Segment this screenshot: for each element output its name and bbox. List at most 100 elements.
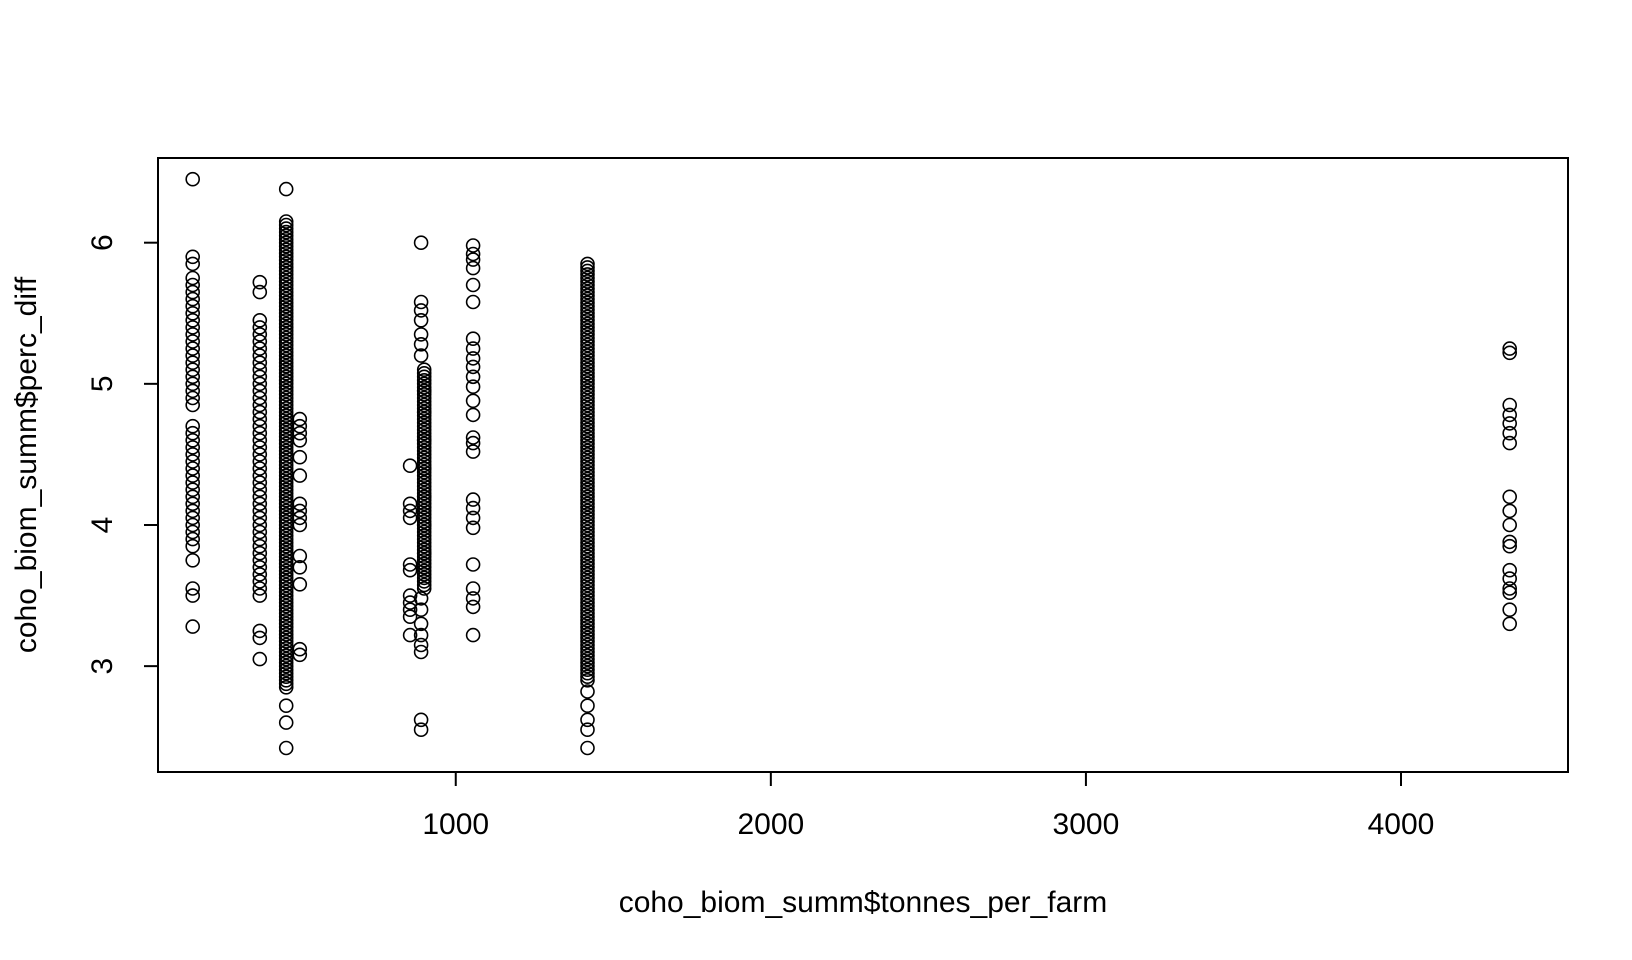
data-point-117 — [413, 303, 429, 318]
data-point-170 — [278, 630, 294, 646]
data-point-267 — [278, 288, 294, 303]
data-point-71 — [252, 489, 268, 505]
data-point-323 — [416, 475, 432, 490]
x-tick-label-1000: 1000 — [422, 808, 489, 841]
data-point-150 — [465, 520, 481, 536]
data-point-20 — [185, 390, 200, 406]
data-point-57 — [252, 390, 268, 406]
data-point-406 — [580, 521, 595, 536]
data-point-475 — [580, 277, 595, 293]
data-points — [185, 171, 1517, 756]
data-point-148 — [465, 500, 481, 516]
data-point-486 — [580, 740, 595, 756]
data-point-258 — [278, 320, 294, 335]
data-point-126 — [413, 637, 429, 653]
data-point-214 — [278, 475, 294, 490]
data-point-374 — [580, 634, 595, 649]
data-point-498 — [1502, 538, 1517, 554]
data-point-75 — [252, 517, 268, 533]
data-point-353 — [416, 369, 432, 385]
data-point-39 — [185, 538, 200, 554]
data-point-331 — [416, 447, 432, 462]
data-point-158 — [278, 672, 294, 688]
data-point-203 — [278, 514, 294, 529]
data-point-474 — [580, 281, 595, 296]
data-point-77 — [252, 531, 268, 547]
data-point-24 — [185, 432, 200, 448]
data-point-178 — [278, 602, 294, 618]
data-point-127 — [413, 644, 429, 660]
data-point-282 — [278, 235, 294, 250]
data-point-6 — [185, 291, 200, 307]
data-point-133 — [465, 260, 481, 276]
data-point-107 — [402, 510, 418, 526]
data-point-302 — [416, 549, 432, 565]
data-point-256 — [278, 327, 294, 342]
data-point-219 — [278, 457, 294, 473]
data-point-481 — [580, 256, 595, 272]
data-point-301 — [416, 552, 432, 568]
data-point-252 — [278, 341, 294, 356]
data-point-112 — [402, 602, 418, 618]
data-point-395 — [580, 559, 595, 575]
data-point-180 — [278, 595, 294, 610]
data-point-365 — [580, 665, 595, 681]
data-point-310 — [416, 521, 432, 536]
data-point-205 — [278, 507, 294, 522]
data-point-223 — [278, 443, 294, 459]
data-point-371 — [580, 644, 595, 660]
data-point-364 — [580, 669, 595, 685]
data-point-49 — [252, 334, 268, 349]
data-point-429 — [580, 440, 595, 455]
data-point-32 — [185, 489, 200, 505]
data-point-136 — [465, 331, 481, 347]
data-point-149 — [465, 510, 481, 526]
data-point-67 — [252, 461, 268, 476]
data-point-121 — [413, 348, 429, 363]
data-point-439 — [580, 404, 595, 420]
data-point-106 — [402, 503, 418, 519]
data-point-300 — [416, 556, 432, 572]
data-point-122 — [413, 591, 429, 606]
data-point-151 — [465, 557, 481, 572]
data-point-18 — [185, 376, 200, 392]
data-point-437 — [580, 411, 595, 427]
data-point-259 — [278, 316, 294, 332]
data-point-314 — [416, 507, 432, 522]
data-point-451 — [580, 362, 595, 378]
data-point-465 — [580, 312, 595, 328]
data-point-166 — [278, 644, 294, 660]
data-point-143 — [465, 407, 481, 423]
data-point-277 — [278, 252, 294, 268]
data-point-201 — [278, 521, 294, 536]
data-point-183 — [278, 584, 294, 600]
data-point-135 — [465, 294, 481, 310]
data-point-226 — [278, 432, 294, 448]
data-point-308 — [416, 528, 432, 543]
data-point-7 — [185, 298, 200, 314]
data-point-195 — [278, 542, 294, 558]
data-point-265 — [278, 295, 294, 311]
data-point-378 — [580, 619, 595, 635]
data-point-352 — [416, 372, 432, 388]
data-point-416 — [580, 485, 595, 501]
x-axis: 1000 2000 3000 4000 — [422, 772, 1434, 841]
data-point-82 — [252, 567, 268, 582]
data-point-21 — [185, 397, 200, 413]
data-point-54 — [252, 369, 268, 385]
data-point-367 — [580, 658, 595, 674]
data-point-9 — [185, 312, 200, 328]
data-point-344 — [416, 401, 432, 416]
data-point-393 — [580, 567, 595, 582]
data-point-257 — [278, 323, 294, 339]
data-point-188 — [278, 567, 294, 582]
data-point-324 — [416, 471, 432, 487]
data-point-309 — [416, 524, 432, 540]
data-point-141 — [465, 379, 481, 395]
data-point-381 — [580, 609, 595, 625]
data-point-399 — [580, 545, 595, 561]
data-point-443 — [580, 390, 595, 406]
data-point-236 — [278, 397, 294, 413]
data-point-298 — [416, 563, 432, 579]
